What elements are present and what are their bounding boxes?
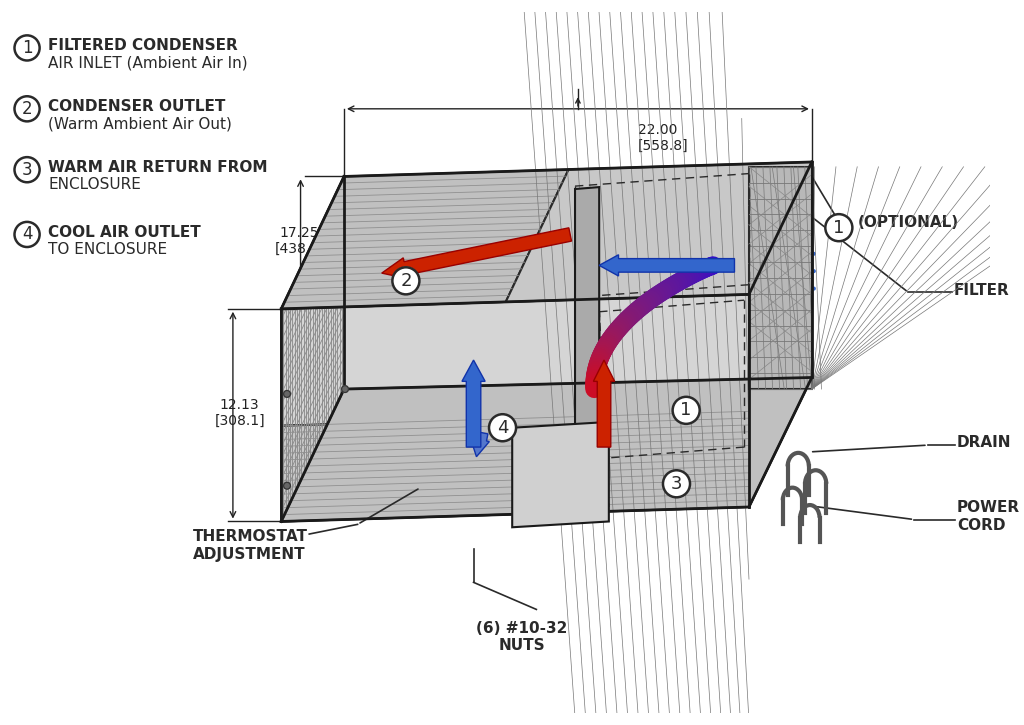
Text: 2: 2 <box>22 100 33 118</box>
Circle shape <box>284 482 291 489</box>
FancyArrow shape <box>470 431 489 457</box>
FancyArrow shape <box>382 228 571 278</box>
Circle shape <box>14 157 40 182</box>
Circle shape <box>14 96 40 121</box>
Polygon shape <box>282 411 749 521</box>
Polygon shape <box>506 162 812 302</box>
Polygon shape <box>749 162 812 507</box>
Polygon shape <box>575 187 599 507</box>
Text: 1: 1 <box>22 39 33 57</box>
Text: CONDENSER OUTLET: CONDENSER OUTLET <box>48 99 225 114</box>
Polygon shape <box>282 170 568 309</box>
Text: 22.00
[558.8]: 22.00 [558.8] <box>638 123 688 153</box>
Polygon shape <box>512 422 609 527</box>
Text: 1: 1 <box>834 219 845 236</box>
Circle shape <box>663 471 690 497</box>
Text: 17.25
[438.2]: 17.25 [438.2] <box>274 226 325 257</box>
Text: FILTERED CONDENSER: FILTERED CONDENSER <box>48 38 238 53</box>
Text: 1: 1 <box>681 402 692 419</box>
Polygon shape <box>282 378 812 521</box>
Text: COOL AIR OUTLET: COOL AIR OUTLET <box>48 225 201 240</box>
Text: DRAIN: DRAIN <box>956 435 1012 450</box>
Text: 2: 2 <box>400 272 412 290</box>
Polygon shape <box>749 167 812 389</box>
Circle shape <box>825 214 852 241</box>
Circle shape <box>14 222 40 247</box>
Text: 4: 4 <box>22 225 33 244</box>
Polygon shape <box>282 294 749 426</box>
Circle shape <box>342 386 348 392</box>
Text: 3: 3 <box>671 475 682 493</box>
Circle shape <box>673 397 699 424</box>
Circle shape <box>392 268 420 294</box>
Text: FILTER: FILTER <box>954 283 1010 298</box>
Polygon shape <box>282 176 344 521</box>
Text: (Warm Ambient Air Out): (Warm Ambient Air Out) <box>48 117 232 131</box>
FancyArrow shape <box>593 360 614 447</box>
FancyArrow shape <box>599 254 734 276</box>
Text: 3: 3 <box>22 161 33 178</box>
FancyArrow shape <box>462 360 485 447</box>
Text: ENCLOSURE: ENCLOSURE <box>48 178 141 192</box>
Text: TO ENCLOSURE: TO ENCLOSURE <box>48 242 168 257</box>
Text: 4: 4 <box>497 419 508 436</box>
Text: (OPTIONAL): (OPTIONAL) <box>858 215 959 231</box>
Circle shape <box>489 414 516 442</box>
Text: WARM AIR RETURN FROM: WARM AIR RETURN FROM <box>48 160 268 175</box>
Text: THERMOSTAT
ADJUSTMENT: THERMOSTAT ADJUSTMENT <box>194 529 308 562</box>
Text: AIR INLET (Ambient Air In): AIR INLET (Ambient Air In) <box>48 56 248 70</box>
Text: (6) #10-32
NUTS: (6) #10-32 NUTS <box>476 621 567 653</box>
Circle shape <box>14 36 40 60</box>
Text: 12.13
[308.1]: 12.13 [308.1] <box>214 398 265 428</box>
Circle shape <box>284 391 291 397</box>
Text: POWER
CORD: POWER CORD <box>956 500 1020 533</box>
